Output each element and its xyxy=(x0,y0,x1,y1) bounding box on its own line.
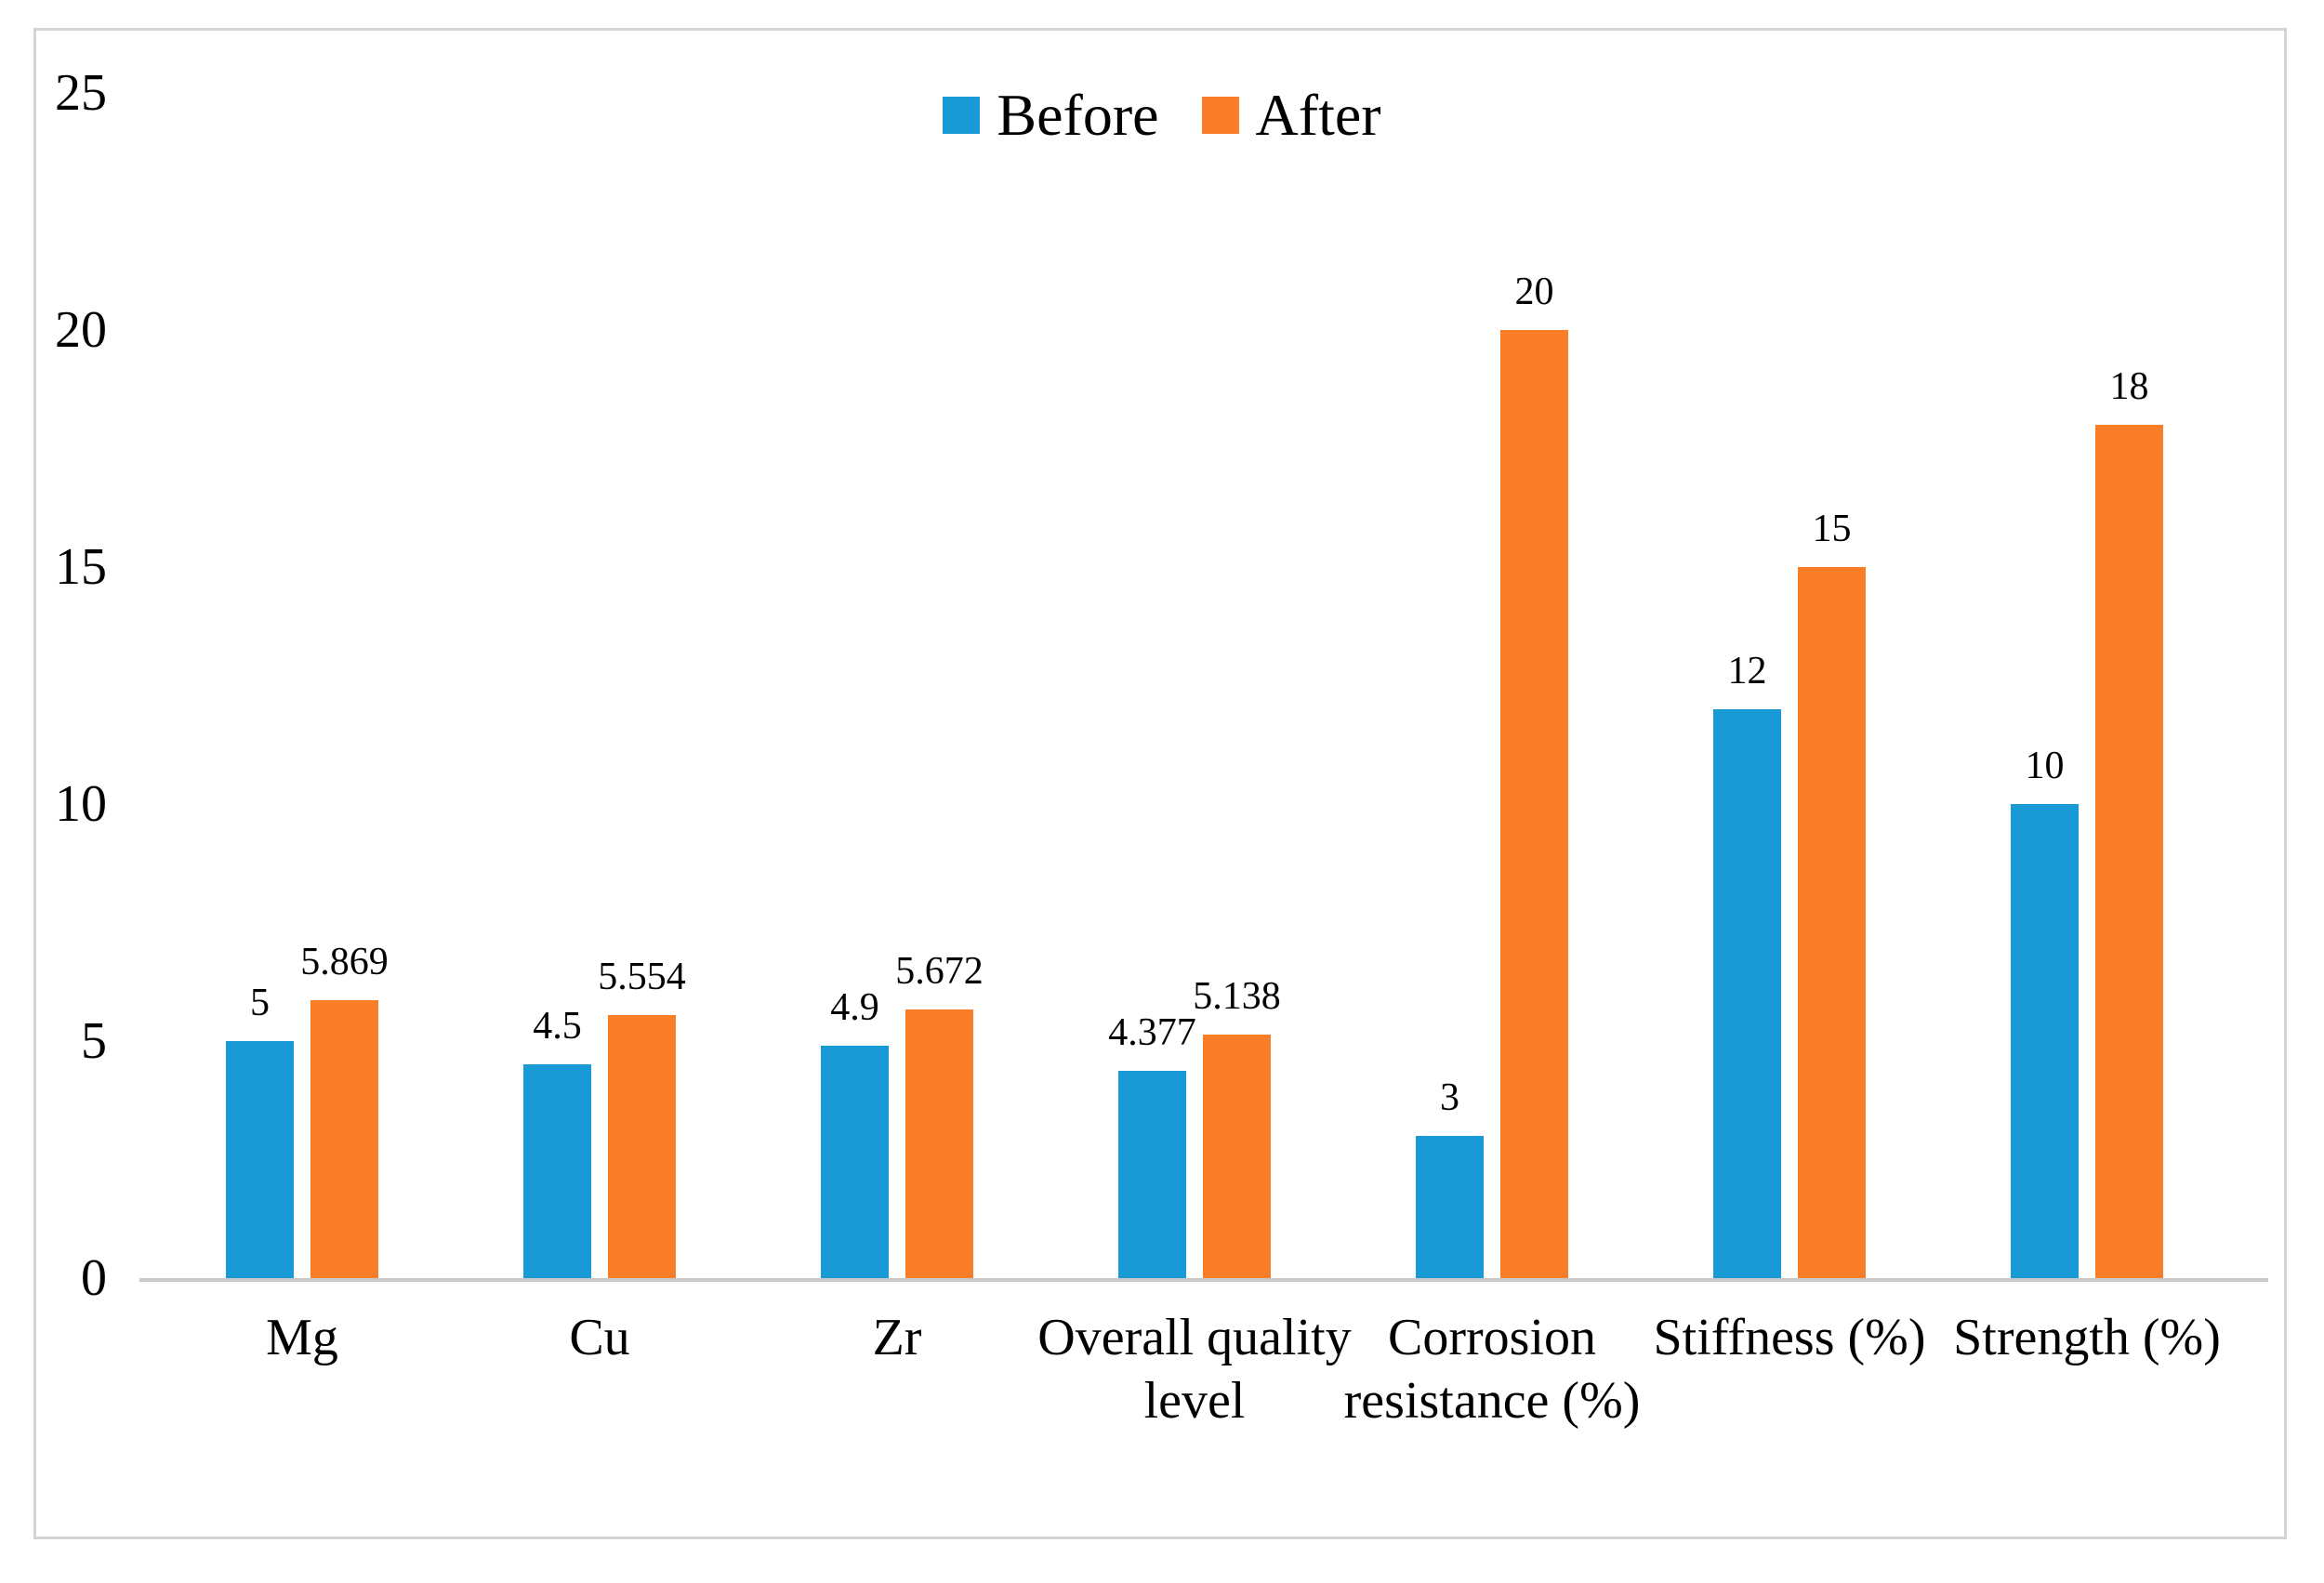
bar-after-overall-quality-level xyxy=(1203,1035,1271,1278)
bar-value-label: 5 xyxy=(250,982,270,1024)
bar-before-corrosion-resistance- xyxy=(1416,1136,1484,1278)
legend-swatch-after xyxy=(1201,97,1239,134)
y-axis-tick-label: 0 xyxy=(81,1249,107,1307)
x-axis-category-label: Cu xyxy=(404,1306,795,1369)
y-axis-tick-label: 10 xyxy=(55,775,107,833)
legend: Before After xyxy=(0,78,2324,152)
y-axis-tick-label: 15 xyxy=(55,538,107,596)
bar-value-label: 3 xyxy=(1440,1076,1459,1119)
legend-swatch-before xyxy=(943,97,981,134)
x-axis-category-label: Overall quality level xyxy=(999,1306,1390,1432)
bar-before-cu xyxy=(523,1064,591,1278)
y-axis-tick-label: 25 xyxy=(55,64,107,122)
bar-value-label: 4.377 xyxy=(1108,1011,1196,1054)
bar-value-label: 4.9 xyxy=(830,986,879,1029)
bar-after-strength- xyxy=(2095,425,2163,1278)
chart-border xyxy=(33,28,2287,1539)
bar-after-corrosion-resistance- xyxy=(1500,330,1568,1278)
x-axis-category-label-line: Overall quality xyxy=(1037,1309,1352,1366)
bar-value-label: 5.138 xyxy=(1193,975,1281,1018)
x-axis-category-label-line: Cu xyxy=(569,1309,630,1366)
legend-item-before: Before xyxy=(943,78,1159,152)
bar-value-label: 4.5 xyxy=(533,1005,582,1048)
bar-before-zr xyxy=(821,1046,889,1278)
bar-before-mg xyxy=(226,1041,294,1278)
y-axis-tick-label: 5 xyxy=(81,1012,107,1070)
bar-before-strength- xyxy=(2011,804,2079,1278)
x-axis-category-label-line: Corrosion xyxy=(1388,1309,1596,1366)
bar-value-label: 5.672 xyxy=(895,950,984,993)
x-axis-category-label-line: Zr xyxy=(872,1309,922,1366)
bar-value-label: 5.869 xyxy=(300,941,389,983)
bar-value-label: 12 xyxy=(1727,650,1767,693)
legend-label-before: Before xyxy=(997,82,1159,148)
x-axis-category-label-line: Mg xyxy=(266,1309,338,1366)
x-axis-category-label: Mg xyxy=(107,1306,497,1369)
bar-value-label: 20 xyxy=(1514,270,1554,313)
bar-value-label: 10 xyxy=(2025,745,2065,787)
x-axis-category-label-line: level xyxy=(1143,1372,1246,1430)
bar-value-label: 15 xyxy=(1812,508,1852,550)
y-axis-tick-label: 20 xyxy=(55,301,107,359)
x-axis-category-label: Strength (%) xyxy=(1892,1306,2282,1369)
legend-item-after: After xyxy=(1201,78,1381,152)
x-axis-category-label-line: Strength (%) xyxy=(1953,1309,2221,1366)
legend-label-after: After xyxy=(1255,82,1381,148)
x-axis-category-label: Stiffness (%) xyxy=(1594,1306,1985,1369)
x-axis-category-label-line: Stiffness (%) xyxy=(1653,1309,1926,1366)
x-axis-line xyxy=(139,1278,2268,1282)
bar-before-overall-quality-level xyxy=(1118,1071,1186,1278)
bar-after-zr xyxy=(905,1009,973,1278)
bar-after-mg xyxy=(310,1000,378,1278)
bar-value-label: 5.554 xyxy=(598,956,686,998)
bar-value-label: 18 xyxy=(2109,365,2149,408)
x-axis-category-label-line: resistance (%) xyxy=(1343,1372,1641,1430)
x-axis-category-label: Corrosion resistance (%) xyxy=(1297,1306,1687,1432)
bar-before-stiffness- xyxy=(1713,709,1781,1278)
bar-after-cu xyxy=(608,1015,676,1278)
x-axis-category-label: Zr xyxy=(702,1306,1092,1369)
bar-after-stiffness- xyxy=(1798,567,1866,1278)
